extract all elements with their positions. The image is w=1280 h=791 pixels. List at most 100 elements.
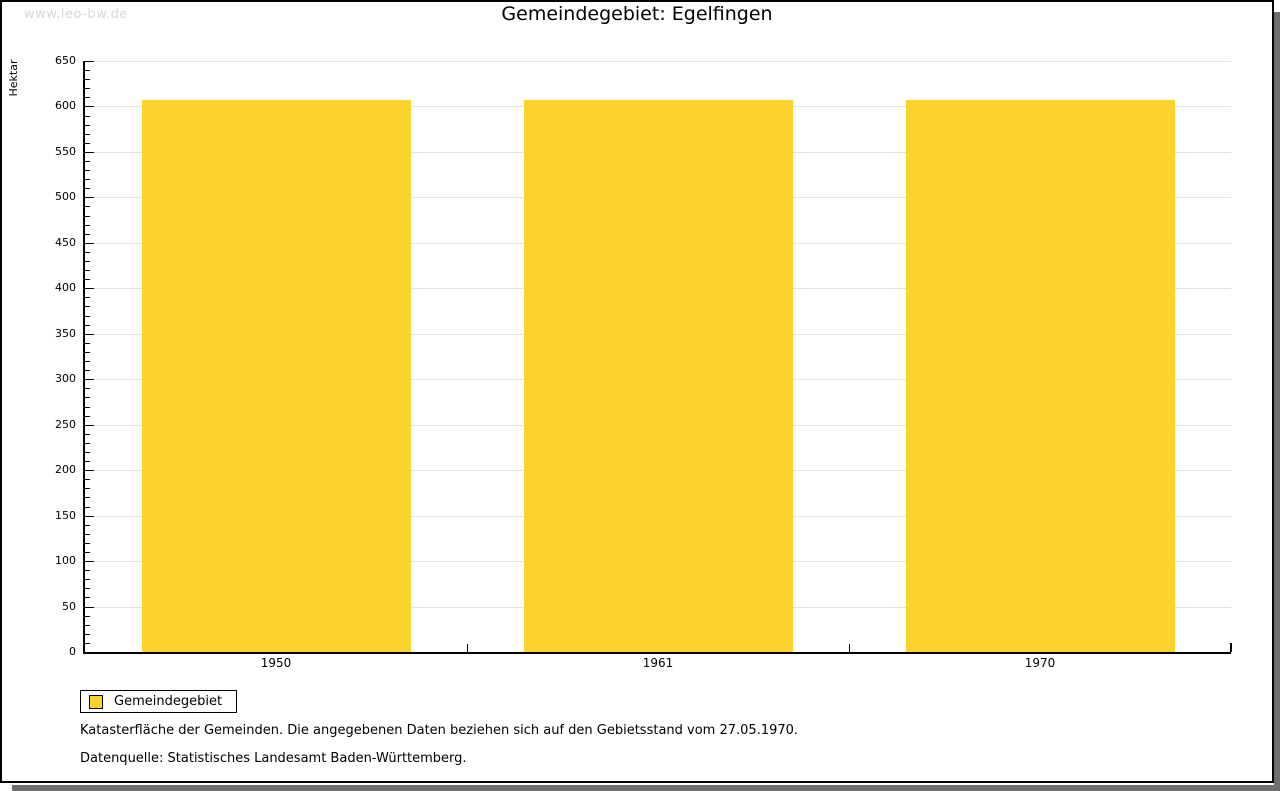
y-tick-mark bbox=[85, 343, 90, 344]
y-tick-mark bbox=[85, 197, 94, 198]
y-tick-label: 450 bbox=[55, 236, 76, 249]
y-tick-label: 250 bbox=[55, 418, 76, 431]
y-tick-mark bbox=[85, 97, 90, 98]
y-tick-mark bbox=[85, 552, 90, 553]
y-tick-label: 350 bbox=[55, 327, 76, 340]
bar bbox=[906, 100, 1175, 652]
x-axis-line bbox=[83, 652, 1231, 654]
y-tick-mark bbox=[85, 597, 90, 598]
y-tick-mark bbox=[85, 570, 90, 571]
watermark-url: www.leo-bw.de bbox=[24, 7, 128, 22]
x-tick-mark bbox=[849, 644, 850, 652]
bar bbox=[142, 100, 411, 652]
y-tick-mark bbox=[85, 134, 90, 135]
y-tick-mark bbox=[85, 316, 90, 317]
x-tick-label: 1970 bbox=[1024, 656, 1056, 670]
y-tick-label: 550 bbox=[55, 145, 76, 158]
legend-label: Gemeindegebiet bbox=[114, 694, 223, 709]
y-tick-mark bbox=[85, 588, 90, 589]
y-tick-label: 400 bbox=[55, 281, 76, 294]
y-tick-mark bbox=[85, 452, 90, 453]
y-tick-mark bbox=[85, 288, 94, 289]
y-tick-mark bbox=[85, 325, 90, 326]
y-tick-mark bbox=[85, 161, 90, 162]
y-tick-mark bbox=[85, 106, 94, 107]
y-tick-label: 100 bbox=[55, 554, 76, 567]
y-tick-mark bbox=[85, 125, 90, 126]
y-tick-mark bbox=[85, 479, 90, 480]
y-tick-mark bbox=[85, 397, 90, 398]
chart-title: Gemeindegebiet: Egelfingen bbox=[501, 3, 773, 25]
x-axis-endcap bbox=[1230, 643, 1232, 652]
y-tick-mark bbox=[85, 152, 94, 153]
y-tick-mark bbox=[85, 488, 90, 489]
y-tick-mark bbox=[85, 543, 90, 544]
y-tick-label: 300 bbox=[55, 372, 76, 385]
y-tick-mark bbox=[85, 234, 90, 235]
y-tick-mark bbox=[85, 206, 90, 207]
y-tick-mark bbox=[85, 334, 94, 335]
y-tick-mark bbox=[85, 416, 90, 417]
y-tick-mark bbox=[85, 634, 90, 635]
x-tick-label: 1961 bbox=[642, 656, 674, 670]
y-tick-label: 600 bbox=[55, 99, 76, 112]
y-tick-mark bbox=[85, 443, 90, 444]
footnote-source-note: Katasterfläche der Gemeinden. Die angege… bbox=[80, 723, 799, 738]
y-tick-mark bbox=[85, 434, 90, 435]
frame-shadow-right bbox=[1274, 12, 1280, 791]
y-tick-mark bbox=[85, 579, 90, 580]
y-tick-mark bbox=[85, 252, 90, 253]
y-tick-mark bbox=[85, 425, 94, 426]
y-tick-mark bbox=[85, 88, 90, 89]
y-tick-label: 200 bbox=[55, 463, 76, 476]
y-tick-mark bbox=[85, 116, 90, 117]
grid-line bbox=[87, 61, 1231, 62]
y-tick-mark bbox=[85, 643, 90, 644]
y-tick-mark bbox=[85, 461, 90, 462]
y-tick-mark bbox=[85, 561, 94, 562]
y-tick-mark bbox=[85, 352, 90, 353]
y-tick-mark bbox=[85, 243, 94, 244]
y-tick-mark bbox=[85, 79, 90, 80]
y-tick-mark bbox=[85, 516, 94, 517]
legend-swatch-icon bbox=[89, 694, 103, 709]
y-tick-mark bbox=[85, 170, 90, 171]
y-tick-label: 50 bbox=[62, 600, 76, 613]
y-tick-label: 150 bbox=[55, 509, 76, 522]
y-tick-label: 650 bbox=[55, 54, 76, 67]
y-tick-mark bbox=[85, 361, 90, 362]
y-tick-mark bbox=[85, 534, 90, 535]
y-tick-label: 0 bbox=[69, 645, 76, 658]
y-tick-mark bbox=[85, 470, 94, 471]
x-tick-mark bbox=[467, 644, 468, 652]
y-tick-mark bbox=[85, 70, 90, 71]
y-tick-mark bbox=[85, 279, 90, 280]
y-tick-mark bbox=[85, 379, 94, 380]
y-tick-mark bbox=[85, 407, 90, 408]
y-tick-mark bbox=[85, 188, 90, 189]
footnote-data-source: Datenquelle: Statistisches Landesamt Bad… bbox=[80, 751, 467, 766]
y-tick-mark bbox=[85, 143, 90, 144]
y-tick-mark bbox=[85, 625, 90, 626]
y-tick-mark bbox=[85, 297, 90, 298]
y-tick-mark bbox=[85, 507, 90, 508]
legend-box: Gemeindegebiet bbox=[80, 690, 238, 713]
y-tick-label: 500 bbox=[55, 190, 76, 203]
y-tick-mark bbox=[85, 370, 90, 371]
y-tick-mark bbox=[85, 261, 90, 262]
bar bbox=[524, 100, 793, 652]
x-tick-label: 1950 bbox=[260, 656, 292, 670]
y-tick-mark bbox=[85, 179, 90, 180]
y-tick-mark bbox=[85, 216, 90, 217]
y-tick-mark bbox=[85, 61, 94, 62]
y-axis-line bbox=[83, 61, 85, 654]
y-tick-mark bbox=[85, 525, 90, 526]
y-tick-mark bbox=[85, 270, 90, 271]
y-tick-mark bbox=[85, 225, 90, 226]
y-tick-mark bbox=[85, 607, 94, 608]
y-tick-mark bbox=[85, 497, 90, 498]
y-tick-mark bbox=[85, 306, 90, 307]
y-tick-mark bbox=[85, 388, 90, 389]
